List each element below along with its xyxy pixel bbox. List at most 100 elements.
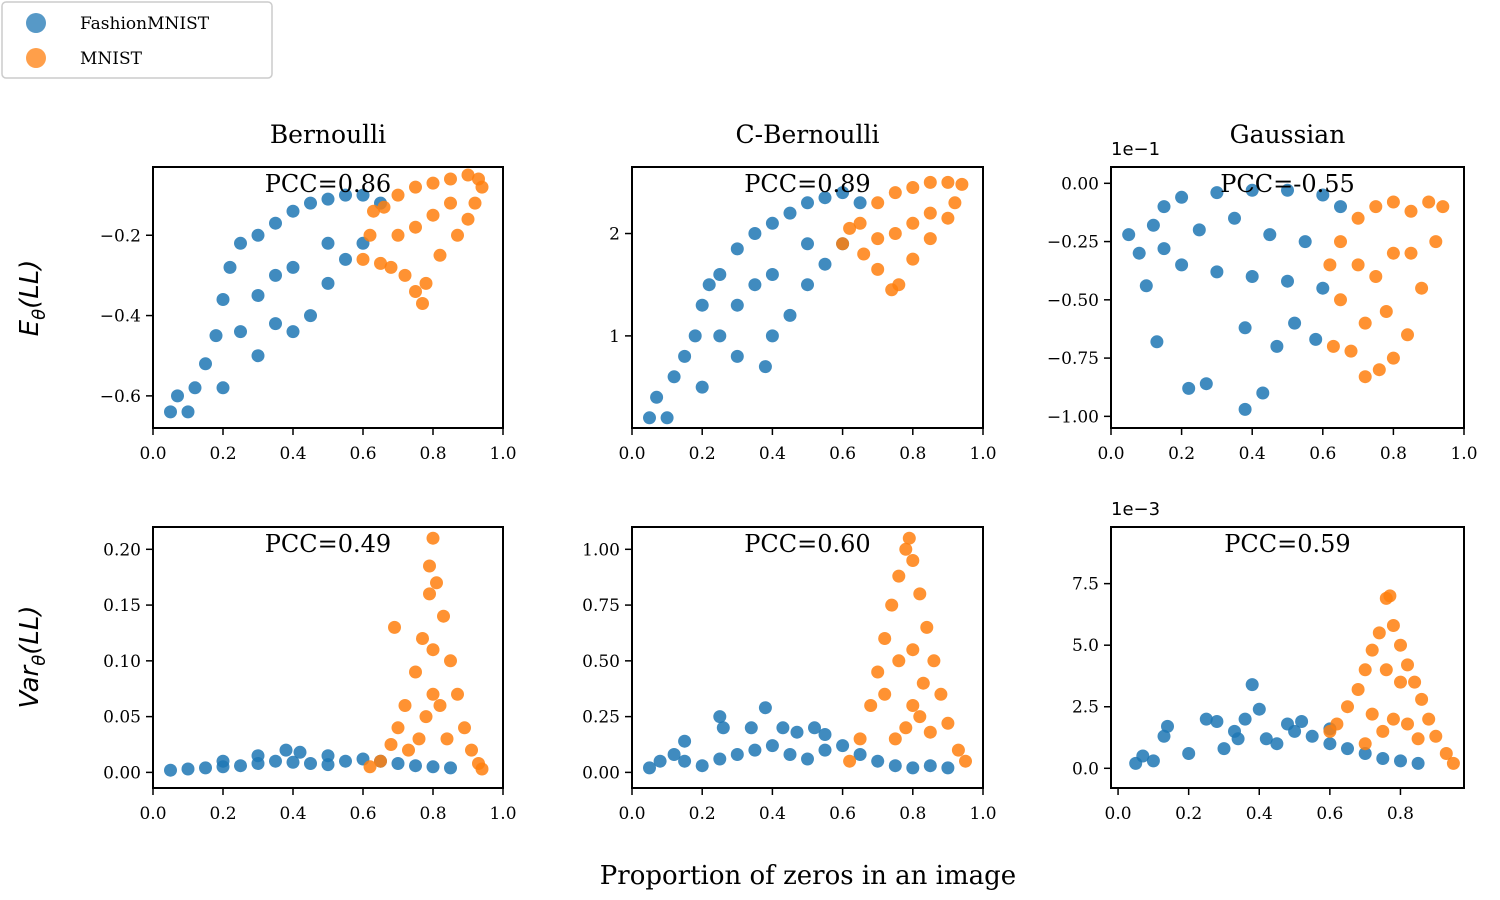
point-fashionmnist-10: [1334, 200, 1347, 214]
x-tick-label: 0.4: [1239, 444, 1266, 464]
x-tick-label: 0.0: [618, 804, 645, 824]
point-fashionmnist-15: [426, 760, 440, 774]
scatter-points: [164, 531, 489, 777]
x-tick-label: 1.0: [969, 804, 996, 824]
point-mnist-5: [409, 180, 422, 194]
point-mnist-1: [374, 754, 387, 768]
point-fashionmnist-25: [716, 721, 730, 735]
point-fashionmnist-1: [181, 762, 195, 776]
point-mnist-6: [416, 632, 429, 645]
legend-frame: [1, 1, 273, 79]
point-fashionmnist-0: [1122, 228, 1136, 242]
point-mnist-11: [1386, 351, 1400, 365]
point-fashionmnist-24: [1411, 756, 1425, 770]
point-mnist-2: [864, 699, 878, 712]
point-fashionmnist-20: [321, 749, 335, 763]
point-fashionmnist-6: [1199, 712, 1213, 726]
point-mnist-14: [1344, 344, 1358, 358]
point-mnist-11: [923, 232, 937, 246]
point-mnist-17: [906, 699, 920, 712]
point-fashionmnist-17: [923, 759, 937, 773]
point-fashionmnist-28: [321, 236, 335, 250]
x-tick-label: 0.8: [419, 444, 446, 464]
scatter-points: [1129, 589, 1460, 770]
point-fashionmnist-12: [1252, 702, 1266, 716]
x-tick-label: 0.0: [139, 804, 166, 824]
point-fashionmnist-14: [409, 759, 422, 773]
series-mnist: [836, 175, 969, 297]
point-fashionmnist-4: [678, 349, 692, 363]
point-mnist-9: [906, 554, 920, 567]
point-mnist-6: [892, 569, 906, 583]
ylabel-row-2: Varθ(LL): [15, 605, 50, 708]
point-fashionmnist-15: [356, 188, 370, 202]
point-fashionmnist-22: [1376, 752, 1390, 765]
point-mnist-15: [951, 743, 965, 757]
point-fashionmnist-19: [1263, 228, 1277, 242]
point-mnist-13: [934, 687, 948, 701]
point-mnist-23: [423, 559, 436, 573]
point-mnist-1: [1334, 235, 1347, 249]
point-fashionmnist-8: [234, 236, 247, 250]
pcc-annotation: PCC=0.59: [1224, 530, 1350, 558]
point-fashionmnist-3: [678, 754, 692, 768]
legend-label-fashionmnist: FashionMNIST: [80, 14, 210, 34]
point-mnist-6: [426, 176, 440, 190]
subplot-title: Gaussian: [1230, 120, 1346, 149]
x-tick-label: 0.0: [139, 444, 166, 464]
point-fashionmnist-16: [1288, 724, 1302, 738]
point-fashionmnist-18: [1228, 211, 1241, 225]
point-fashionmnist-16: [906, 761, 920, 775]
point-fashionmnist-28: [801, 237, 814, 251]
point-mnist-20: [1401, 717, 1414, 731]
point-fashionmnist-19: [251, 749, 265, 763]
point-mnist-0: [836, 237, 850, 251]
point-fashionmnist-23: [1238, 402, 1252, 416]
point-fashionmnist-10: [339, 754, 352, 768]
point-mnist-9: [1415, 281, 1429, 295]
point-fashionmnist-24: [713, 329, 727, 343]
point-fashionmnist-17: [216, 381, 230, 395]
point-fashionmnist-19: [286, 325, 300, 339]
point-mnist-6: [1372, 626, 1386, 640]
point-fashionmnist-2: [667, 748, 681, 761]
point-mnist-10: [941, 211, 955, 225]
subplot-6: 0.0 0.2 0.4 0.6 0.8 0.0 2.5 5.0 7.5 1e−3 PCC=0.59: [1072, 499, 1465, 824]
point-mnist-11: [468, 196, 482, 210]
x-tick-label: 1.0: [969, 444, 996, 464]
point-mnist-7: [444, 172, 457, 186]
point-mnist-14: [465, 743, 478, 757]
pcc-annotation: PCC=0.86: [265, 170, 391, 198]
point-mnist-7: [899, 542, 913, 556]
point-mnist-23: [1358, 737, 1372, 751]
subplot-2: 0.0 0.2 0.4 0.6 0.8 1.0 1 2 C-Bernoulli PCC=0.89: [609, 120, 996, 464]
point-fashionmnist-1: [1136, 749, 1150, 763]
ylabel-row-1: Eθ(LL): [15, 260, 50, 337]
point-fashionmnist-17: [695, 380, 709, 394]
point-fashionmnist-5: [1182, 747, 1196, 760]
point-fashionmnist-4: [199, 357, 212, 371]
series-fashionmnist: [164, 743, 457, 777]
pcc-annotation: PCC=0.60: [744, 530, 870, 558]
point-fashionmnist-19: [1323, 737, 1337, 751]
point-mnist-5: [1365, 643, 1379, 657]
point-fashionmnist-15: [888, 759, 902, 773]
y-tick-label: 0.25: [582, 708, 620, 728]
x-tick-label: 0.8: [419, 804, 446, 824]
axes-frame: [1110, 166, 1465, 429]
point-fashionmnist-5: [713, 752, 727, 766]
x-tick-label: 1.0: [489, 444, 516, 464]
point-mnist-2: [1351, 211, 1365, 225]
y-tick-label: −0.2: [100, 226, 141, 246]
point-mnist-8: [1383, 589, 1397, 603]
point-mnist-3: [377, 200, 391, 214]
x-tick-label: 0.8: [899, 444, 926, 464]
point-fashionmnist-3: [1146, 218, 1160, 232]
point-fashionmnist-2: [1146, 754, 1160, 768]
point-fashionmnist-10: [748, 227, 762, 240]
x-tick-label: 0.2: [689, 804, 716, 824]
point-fashionmnist-14: [339, 188, 352, 202]
point-mnist-16: [857, 247, 871, 261]
legend-marker-fashionmnist: [26, 13, 46, 33]
pcc-annotation: PCC=0.89: [744, 170, 870, 198]
